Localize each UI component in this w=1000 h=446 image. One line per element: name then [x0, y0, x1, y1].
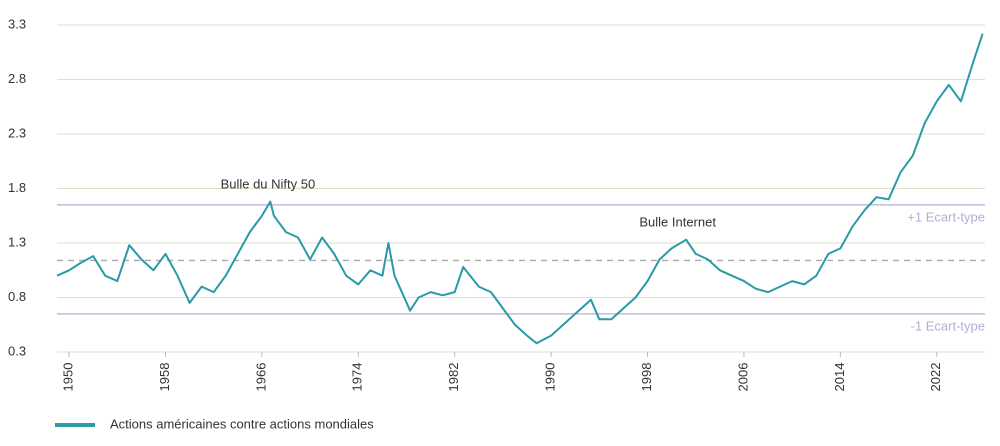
- x-tick-label: 1990: [543, 363, 558, 392]
- x-tick-label: 2006: [735, 363, 750, 392]
- annotation: Bulle Internet: [639, 214, 716, 229]
- data-line: [56, 33, 984, 345]
- y-tick-label: 0.8: [8, 289, 26, 304]
- x-tick-label: 2014: [832, 363, 847, 392]
- annotation: Bulle du Nifty 50: [221, 176, 316, 191]
- y-tick-label: 0.3: [8, 343, 26, 358]
- x-tick-label: 1982: [446, 363, 461, 392]
- y-tick-label: 2.8: [8, 71, 26, 86]
- x-tick-label: 1966: [253, 363, 268, 392]
- reference-label: +1 Ecart-type: [907, 209, 985, 224]
- x-tick-label: 1958: [157, 363, 172, 392]
- y-tick-label: 2.3: [8, 125, 26, 140]
- x-tick-label: 1950: [60, 363, 75, 392]
- y-tick-label: 3.3: [8, 16, 26, 31]
- y-tick-label: 1.3: [8, 234, 26, 249]
- reference-label: -1 Ecart-type: [911, 318, 985, 333]
- y-tick-label: 1.8: [8, 180, 26, 195]
- x-tick-label: 2022: [928, 363, 943, 392]
- x-tick-label: 1998: [639, 363, 654, 392]
- legend-label: Actions américaines contre actions mondi…: [110, 416, 374, 431]
- x-tick-label: 1974: [350, 363, 365, 392]
